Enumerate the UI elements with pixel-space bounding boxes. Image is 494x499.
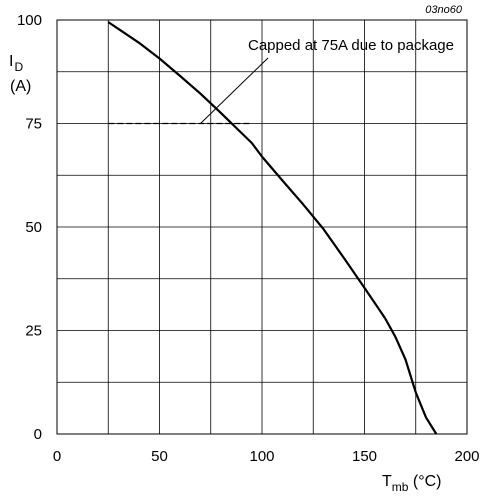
y-axis-unit: (A) bbox=[10, 78, 31, 95]
series-layer bbox=[107, 21, 438, 435]
x-tick-label: 0 bbox=[53, 448, 61, 465]
y-axis-label: ID bbox=[9, 53, 23, 74]
figure-code: 03no60 bbox=[425, 4, 463, 16]
x-tick-label: 200 bbox=[454, 448, 479, 465]
y-tick-label: 50 bbox=[25, 219, 42, 236]
grid bbox=[56, 19, 468, 435]
axis-labels: ID (A) Tmb (°C) bbox=[9, 53, 442, 494]
tick-labels: 0 50 100 150 200 0 25 50 75 100 bbox=[17, 12, 480, 465]
derating-curve bbox=[107, 21, 438, 435]
annotation-leader-line bbox=[200, 57, 269, 124]
annotation-text: Capped at 75A due to package bbox=[248, 37, 454, 54]
x-tick-label: 100 bbox=[249, 448, 274, 465]
y-tick-label: 100 bbox=[17, 12, 42, 29]
x-tick-label: 150 bbox=[352, 448, 377, 465]
y-tick-label: 0 bbox=[34, 426, 42, 443]
x-tick-label: 50 bbox=[151, 448, 168, 465]
annotation: Capped at 75A due to package bbox=[200, 37, 454, 124]
y-tick-label: 25 bbox=[25, 323, 42, 340]
x-axis-label: Tmb (°C) bbox=[382, 473, 442, 494]
y-tick-label: 75 bbox=[25, 116, 42, 133]
